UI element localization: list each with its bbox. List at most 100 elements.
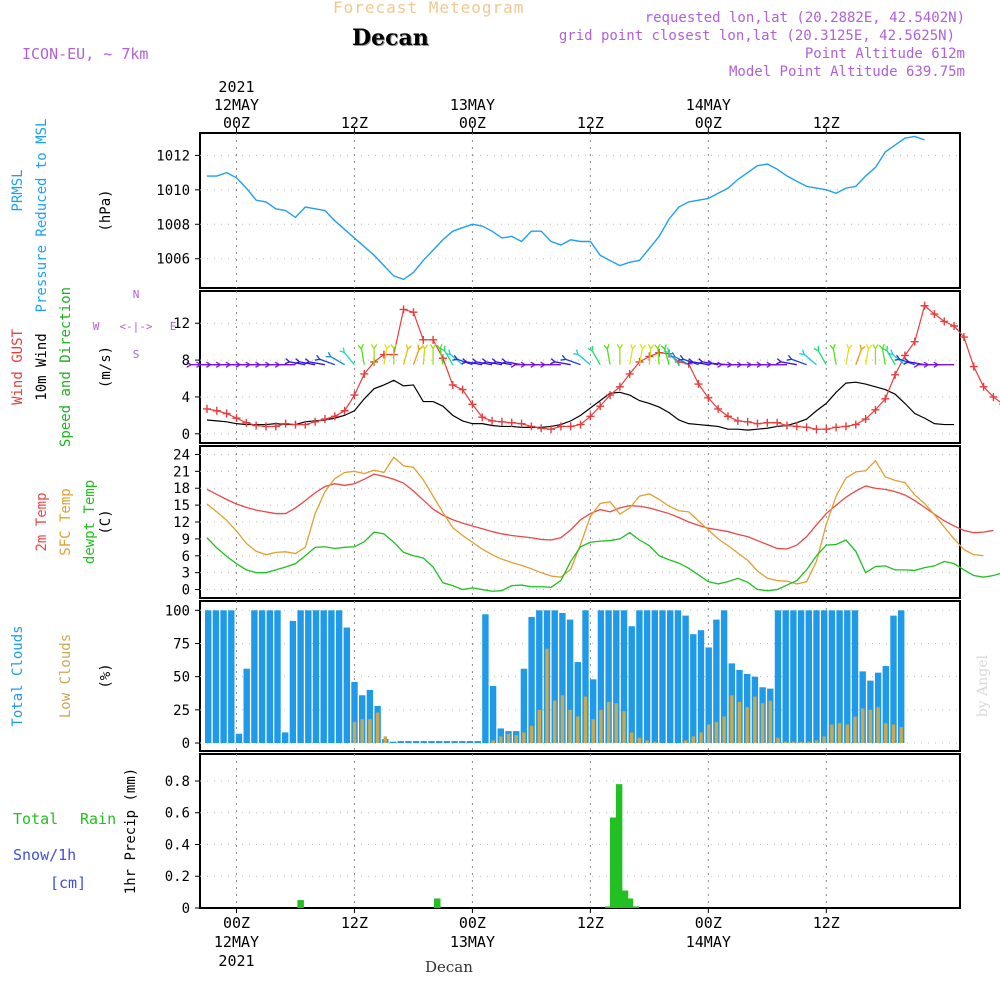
cloud-low-bar	[807, 741, 811, 744]
y-tick-label: 0.6	[165, 806, 190, 822]
gust-marker	[832, 423, 841, 432]
panel-precip: 0 0.2 0.4 0.6 0.8 1hr Precip (mm) Total RainSno…	[13, 753, 961, 917]
cloud-total-bar	[335, 610, 343, 744]
x-tick-label: 12Z	[577, 114, 604, 132]
cloud-total-bar	[551, 610, 558, 744]
x-day-label: 14MAY	[686, 933, 731, 951]
gust-marker	[252, 421, 261, 430]
footer-location: Decan	[425, 958, 473, 976]
cloud-low-bar	[837, 723, 842, 744]
cloud-total-bar	[489, 685, 497, 744]
gust-marker	[429, 335, 438, 344]
gust-marker	[792, 422, 801, 431]
gust-marker	[212, 406, 221, 415]
cloud-total-bar	[266, 610, 273, 744]
cloud-low-bar	[707, 724, 711, 744]
cloud-low-bar	[891, 724, 896, 744]
gust-marker	[320, 415, 329, 424]
gust-marker	[969, 362, 978, 371]
x-tick-label: 00Z	[459, 914, 486, 932]
legend-pressure: Pressure Reduced to MSL	[34, 119, 50, 313]
gust-marker	[497, 417, 506, 426]
cloud-low-bar	[868, 709, 873, 744]
gust-marker	[950, 322, 959, 331]
gust-marker	[723, 412, 732, 421]
cloud-low-bar	[768, 700, 772, 744]
compass-n: N	[133, 288, 140, 301]
x-tick-label: 00Z	[223, 914, 250, 932]
gust-marker	[547, 425, 556, 434]
cloud-total-bar	[582, 610, 589, 744]
cloud-low-bar	[368, 719, 372, 744]
cloud-total-bar	[720, 610, 728, 744]
x-day-label: 13MAY	[450, 933, 495, 951]
x-day-label: 13MAY	[450, 96, 495, 114]
gust-marker	[989, 392, 998, 401]
panel-frame	[199, 132, 961, 289]
cloud-total-bar	[844, 610, 851, 744]
y-tick-label: 12	[173, 316, 190, 332]
cloud-low-bar	[637, 737, 642, 744]
wind-arrow	[933, 361, 955, 368]
gust-marker	[615, 382, 624, 391]
x-tick-label: 00Z	[223, 114, 250, 132]
gust-marker	[743, 417, 752, 426]
rain-bar	[434, 898, 441, 908]
gust-marker	[261, 422, 270, 431]
panel-frame	[199, 290, 961, 444]
wind-arrow	[878, 344, 886, 365]
cloud-total-bar	[412, 741, 420, 744]
y-tick-label: 1008	[156, 217, 190, 233]
rain-bar	[297, 900, 304, 908]
cloud-total-bar	[528, 616, 535, 744]
gust-marker	[419, 335, 428, 344]
cloud-low-bar	[845, 724, 849, 744]
gust-marker	[802, 423, 811, 432]
cloud-low-bar	[506, 733, 511, 744]
y-tick-label: 1006	[156, 252, 190, 268]
cloud-low-bar	[630, 732, 634, 744]
gust-marker	[222, 409, 231, 418]
cloud-total-bar	[859, 671, 866, 744]
wind-arrow	[638, 344, 647, 365]
wind-arrow	[357, 344, 365, 365]
cloud-low-bar	[853, 716, 857, 744]
y-tick-label: 0	[182, 427, 190, 443]
model-altitude: Model Point Altitude 639.75m	[728, 64, 965, 80]
y-tick-label: 24	[173, 447, 190, 463]
wind-arrow	[402, 344, 412, 365]
legend-total: Total	[13, 810, 58, 828]
gust-line	[206, 304, 1000, 430]
y-tick-label: 0.8	[165, 774, 190, 790]
wind-arrow	[339, 347, 355, 366]
gust-marker	[606, 391, 615, 400]
legend-dewpt: dewpt Temp	[82, 480, 98, 564]
legend-rain: Rain	[80, 810, 116, 828]
wind-arrow	[663, 347, 680, 366]
x-tick-label: 12Z	[813, 114, 840, 132]
cloud-total-bar	[597, 610, 605, 744]
gust-marker	[586, 412, 595, 421]
legend-wind: 10m Wind	[34, 333, 50, 400]
cloud-total-bar	[590, 679, 597, 744]
x-day-label: 12MAY	[214, 96, 259, 114]
cloud-total-bar	[436, 741, 443, 744]
gust-marker	[773, 418, 782, 427]
cloud-total-bar	[212, 610, 220, 744]
cloud-low-bar	[537, 709, 541, 744]
gust-marker	[851, 420, 860, 429]
cloud-low-bar	[491, 740, 495, 744]
gust-marker	[576, 420, 585, 429]
compass-s: S	[133, 348, 140, 361]
requested-coords: requested lon,lat (20.2882E, 42.5402N)	[644, 10, 965, 26]
product-title: Forecast Meteogram	[333, 0, 525, 17]
cloud-total-bar	[836, 610, 843, 744]
gust-marker	[448, 380, 457, 389]
cloud-low-bar	[591, 719, 595, 744]
gust-marker	[301, 420, 310, 429]
cloud-low-bar	[529, 725, 534, 744]
cloud-total-bar	[343, 627, 350, 744]
temp-line-sfc	[206, 456, 984, 585]
x-tick-label: 12Z	[577, 914, 604, 932]
wind-arrow	[629, 344, 637, 365]
